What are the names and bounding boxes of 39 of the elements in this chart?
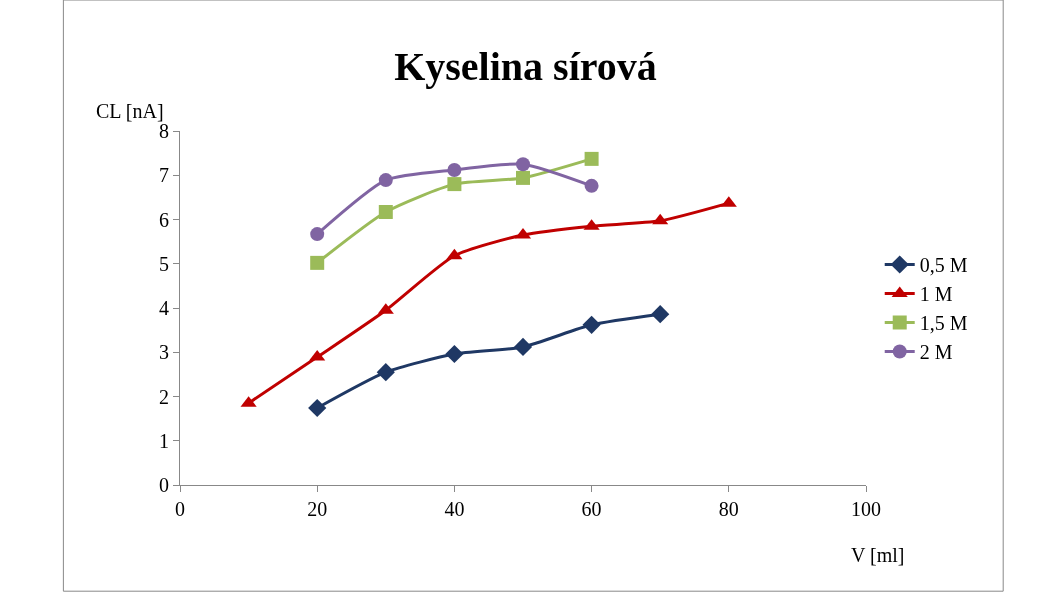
point bbox=[447, 162, 462, 177]
point bbox=[582, 315, 601, 334]
legend-label: 1 M bbox=[919, 283, 953, 306]
point bbox=[516, 170, 530, 185]
point bbox=[652, 213, 669, 225]
y-tick-label: 1 bbox=[159, 429, 169, 452]
point bbox=[378, 173, 393, 188]
y-tick-label: 3 bbox=[159, 341, 169, 364]
legend-label: 1,5 M bbox=[919, 312, 968, 335]
point bbox=[310, 255, 325, 270]
point bbox=[310, 227, 325, 242]
point bbox=[445, 344, 464, 364]
x-tick-label: 100 bbox=[851, 498, 881, 520]
point bbox=[376, 363, 395, 382]
point bbox=[308, 398, 327, 418]
x-tick-label: 40 bbox=[444, 498, 465, 520]
point bbox=[378, 204, 393, 219]
y-tick-label: 6 bbox=[159, 208, 169, 231]
chart-title: Kyselina sírová bbox=[394, 44, 657, 90]
legend-label: 2 M bbox=[919, 341, 953, 364]
legend-label: 0,5 M bbox=[919, 254, 968, 277]
y-tick-label: 0 bbox=[159, 474, 169, 496]
point bbox=[446, 248, 463, 260]
x-tick-label: 0 bbox=[175, 498, 185, 520]
x-tick-label: 60 bbox=[581, 498, 602, 520]
y-tick-label: 5 bbox=[159, 252, 169, 275]
point bbox=[447, 177, 462, 192]
y-tick-label: 7 bbox=[159, 164, 169, 187]
point bbox=[584, 178, 599, 193]
point bbox=[584, 151, 599, 166]
x-axis-title: V [ml] bbox=[851, 544, 905, 566]
point bbox=[651, 305, 670, 324]
y-axis-title: CL [nA] bbox=[96, 100, 164, 122]
x-tick-label: 80 bbox=[718, 498, 739, 520]
point bbox=[516, 157, 530, 172]
y-tick-label: 4 bbox=[159, 297, 169, 319]
y-tick-label: 2 bbox=[159, 385, 169, 408]
point bbox=[513, 337, 533, 357]
x-tick-label: 20 bbox=[307, 498, 328, 520]
